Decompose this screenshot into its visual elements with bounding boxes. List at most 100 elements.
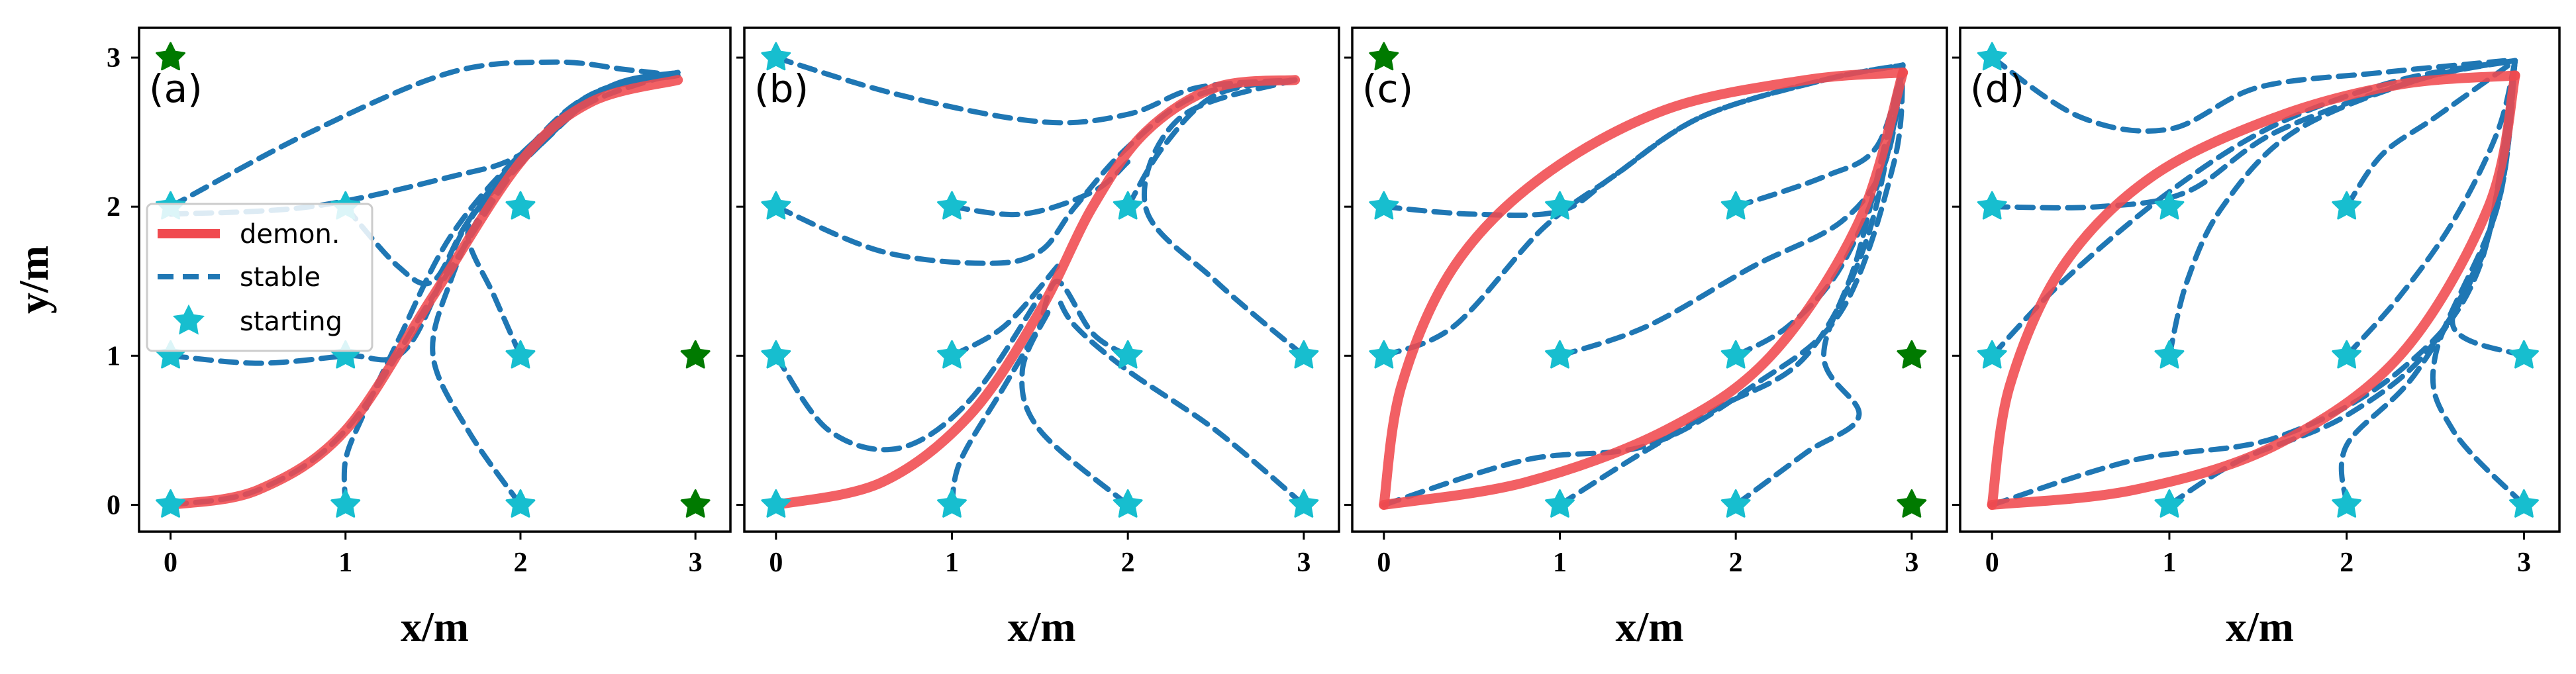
demonstration-trajectory-0 [1987, 70, 2520, 510]
goal-marker-1 [1897, 340, 1927, 369]
starting-marker-6 [2509, 340, 2539, 369]
panel-label: (d) [1970, 66, 2024, 111]
stable-trajectory-10 [1054, 293, 1307, 508]
x-tick-label-0: 0 [1377, 548, 1391, 578]
starting-marker-5 [505, 340, 536, 369]
panel-a: 0 1 2 3 0 1 2 3 x/m y/m (a) demon. stable starting [10, 26, 732, 650]
x-axis-label: x/m [401, 603, 469, 650]
starting-marker-8 [505, 191, 536, 220]
x-tick-label-1: 1 [2162, 548, 2176, 578]
axes-frame [1959, 26, 2561, 533]
starting-marker-8 [761, 191, 791, 220]
x-axis-label: x/m [2226, 603, 2294, 650]
x-tick-label-1: 1 [1553, 548, 1567, 578]
demonstration-trajectory-0 [1379, 68, 1908, 510]
goal-marker-0 [1369, 42, 1399, 71]
starting-marker-8 [2154, 191, 2185, 220]
starting-marker-1 [937, 489, 967, 518]
starting-marker-4 [1720, 340, 1751, 369]
legend-entry-1: stable [240, 262, 321, 293]
starting-marker-3 [1545, 340, 1575, 369]
x-tick-label-0: 0 [1985, 548, 1999, 578]
starting-marker-2 [1113, 489, 1143, 518]
stable-trajectory-3 [1733, 62, 1906, 359]
axes-frame [743, 26, 1340, 533]
x-tick-label-3: 3 [1905, 548, 1918, 578]
goal-marker-2 [1897, 489, 1927, 518]
starting-marker-7 [1977, 191, 2007, 220]
stable-trajectory-0 [1989, 55, 2509, 134]
y-tick-label-3: 3 [107, 43, 121, 73]
starting-marker-1 [1720, 489, 1751, 518]
goal-marker-1 [680, 340, 711, 369]
starting-marker-10 [1977, 42, 2007, 71]
goal-marker-2 [680, 489, 711, 518]
plot-area [1369, 42, 1927, 518]
stable-trajectory-3 [341, 70, 681, 508]
x-tick-label-3: 3 [1297, 548, 1311, 578]
stable-trajectory-9 [2338, 58, 2518, 508]
y-axis-label: y/m [10, 246, 57, 314]
x-tick-label-2: 2 [1729, 548, 1743, 578]
x-tick-label-3: 3 [689, 548, 703, 578]
stable-trajectory-5 [1557, 62, 1906, 508]
stable-trajectory-9 [1019, 308, 1131, 508]
stable-trajectory-4 [430, 70, 681, 508]
panel-label: (c) [1362, 66, 1413, 111]
starting-marker-5 [2332, 340, 2362, 369]
starting-marker-11 [761, 42, 791, 71]
stable-trajectory-0 [773, 55, 1298, 126]
x-axis-label: x/m [1007, 603, 1075, 650]
axes-frame [138, 26, 732, 533]
starting-marker-5 [1369, 191, 1399, 220]
panel-label: (b) [754, 66, 809, 111]
panel-label: (a) [149, 66, 203, 111]
stable-trajectory-0 [1381, 62, 1906, 218]
stable-trajectory-2 [1989, 58, 2518, 359]
axes-frame [1351, 26, 1948, 533]
stable-trajectory-4 [1141, 77, 1307, 359]
goal-marker-0 [156, 42, 185, 71]
starting-marker-2 [1369, 340, 1399, 369]
y-tick-label-1: 1 [107, 341, 121, 371]
legend: demon. stable starting [146, 203, 373, 352]
starting-marker-3 [1289, 489, 1319, 518]
starting-marker-2 [2509, 489, 2539, 518]
y-tick-label-0: 0 [107, 490, 121, 520]
panel-d: 0 1 2 3 x/m (d) [1952, 26, 2561, 650]
panel-b: 0 1 2 3 x/m (b) [736, 26, 1340, 650]
starting-marker-10 [1113, 191, 1143, 220]
starting-marker-3 [1977, 340, 2007, 369]
panel-c: 0 1 2 3 x/m (c) [1344, 26, 1948, 650]
starting-marker-1 [2332, 489, 2362, 518]
stable-trajectory-1 [773, 77, 1298, 266]
x-tick-label-3: 3 [2517, 548, 2531, 578]
x-tick-label-2: 2 [513, 548, 527, 578]
starting-marker-6 [1113, 340, 1143, 369]
starting-marker-4 [761, 340, 791, 369]
stable-trajectory-1 [1381, 62, 1906, 359]
x-tick-label-2: 2 [1121, 548, 1135, 578]
demonstration-trajectory-0 [166, 75, 683, 510]
x-tick-label-2: 2 [2340, 548, 2353, 578]
starting-marker-0 [761, 489, 791, 518]
x-tick-label-0: 0 [769, 548, 783, 578]
x-axis-label: x/m [1615, 603, 1683, 650]
plot-area [1977, 42, 2539, 518]
demonstration-trajectory-0 [771, 75, 1301, 510]
starting-marker-9 [937, 191, 967, 220]
starting-marker-1 [330, 489, 361, 518]
plot-area [761, 42, 1319, 518]
stable-trajectory-7 [1381, 62, 1906, 508]
legend-starting-swatch [172, 304, 205, 335]
demonstration-trajectory-1 [1379, 68, 1908, 510]
starting-marker-7 [1720, 191, 1751, 220]
starting-marker-0 [2154, 489, 2185, 518]
x-tick-label-0: 0 [164, 548, 177, 578]
starting-marker-0 [1545, 489, 1575, 518]
starting-marker-6 [1545, 191, 1575, 220]
stable-trajectory-6 [949, 264, 1060, 359]
legend-entry-2: starting [240, 307, 342, 337]
stable-trajectory-5 [773, 293, 1043, 453]
legend-entry-0: demon. [240, 219, 340, 250]
